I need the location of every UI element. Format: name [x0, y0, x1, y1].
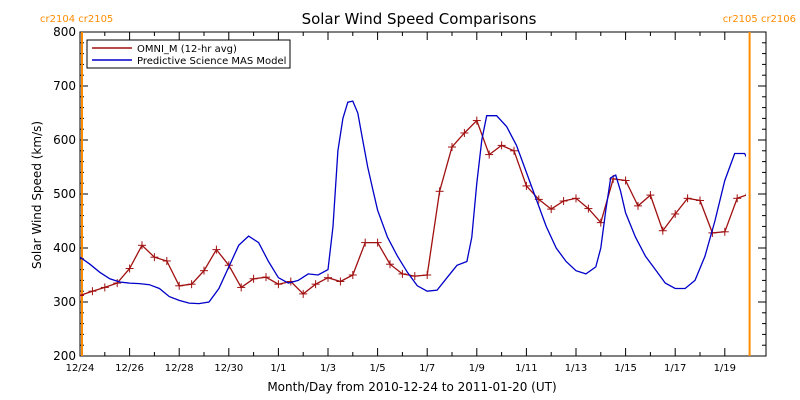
data-point [448, 143, 456, 152]
data-point [497, 141, 506, 150]
x-tick-label: 1/3 [320, 363, 336, 374]
data-point [249, 274, 258, 283]
data-point [274, 280, 283, 289]
x-tick-label: 1/13 [565, 363, 587, 374]
x-tick-label: 1/15 [614, 363, 636, 374]
x-tick-label: 12/26 [115, 363, 144, 374]
legend-box [86, 39, 291, 69]
chart-title: Solar Wind Speed Comparisons [302, 10, 537, 28]
x-tick-label: 12/28 [165, 363, 194, 374]
axes-layer: 200 300 400 500 600 700 800 12/24 12/26 12/28 12/3… [53, 25, 766, 374]
data-point [162, 256, 171, 265]
data-point [262, 273, 270, 282]
data-point [200, 266, 208, 275]
data-point [237, 283, 246, 292]
data-point [584, 204, 593, 213]
y-axis-label: Solar Wind Speed (km/s) [30, 121, 44, 269]
data-point [187, 280, 196, 289]
data-point [758, 217, 766, 225]
carrington-markers: cr2104 cr2105 cr2105 cr2106 [40, 14, 796, 356]
data-point [324, 273, 332, 282]
data-point [138, 241, 146, 250]
data-point [410, 272, 419, 281]
data-point [373, 238, 382, 247]
data-point [113, 279, 122, 288]
series-layer [80, 100, 766, 305]
y-tick-label: 600 [53, 133, 76, 147]
y-tick-label: 300 [53, 295, 76, 309]
x-tick-label: 12/24 [66, 363, 95, 374]
data-point [361, 238, 370, 247]
data-point [100, 283, 109, 292]
legend: OMNI_M (12-hr avg)Predictive Science MAS… [86, 39, 291, 69]
data-point [212, 245, 221, 254]
data-point [386, 260, 394, 269]
x-tick-label: 1/1 [270, 363, 286, 374]
x-tick-label: 1/17 [664, 363, 686, 374]
x-tick-label: 1/19 [714, 363, 736, 374]
plot-frame [79, 31, 767, 357]
series-omni [80, 116, 766, 300]
data-point [559, 197, 568, 206]
data-point [125, 264, 134, 273]
data-point [435, 187, 444, 196]
data-point [336, 277, 345, 286]
carrington-label: cr2104 cr2105 [40, 14, 113, 25]
x-tick-label: 12/30 [214, 363, 243, 374]
data-point [522, 181, 531, 190]
data-point [88, 287, 97, 296]
x-axis-label: Month/Day from 2010-12-24 to 2011-01-20 … [267, 380, 556, 394]
data-point [80, 291, 84, 300]
data-point [150, 253, 159, 262]
data-point [572, 194, 580, 203]
y-tick-label: 200 [53, 349, 76, 363]
y-tick-label: 400 [53, 241, 76, 255]
data-point [398, 269, 407, 278]
series-line [80, 119, 746, 297]
x-tick-label: 1/11 [515, 363, 537, 374]
data-point [485, 150, 494, 159]
x-tick-label: 1/9 [469, 363, 485, 374]
data-point [621, 176, 630, 185]
x-tick-label: 1/5 [370, 363, 386, 374]
data-point [733, 194, 742, 203]
series-line [80, 100, 746, 305]
data-point [720, 227, 729, 236]
legend-entry: OMNI_M (12-hr avg) [137, 44, 237, 55]
data-point [596, 218, 605, 227]
data-point [547, 205, 556, 214]
data-point [460, 128, 469, 137]
series-mas [80, 100, 746, 305]
carrington-label: cr2105 cr2106 [723, 14, 796, 25]
y-tick-label: 700 [53, 79, 76, 93]
data-point [510, 146, 518, 155]
y-tick-label: 500 [53, 187, 76, 201]
y-tick-label: 800 [53, 25, 76, 39]
data-point [348, 271, 357, 279]
legend-entry: Predictive Science MAS Model [137, 56, 286, 67]
data-point [472, 116, 481, 125]
data-point [311, 280, 320, 289]
data-point [696, 196, 704, 205]
data-point [646, 191, 655, 200]
data-point [671, 209, 680, 218]
data-point [423, 271, 432, 279]
data-point [658, 226, 667, 235]
data-point [299, 289, 308, 298]
data-point [634, 201, 642, 210]
x-tick-label: 1/7 [419, 363, 435, 374]
data-point [683, 194, 692, 203]
data-point [175, 281, 184, 290]
